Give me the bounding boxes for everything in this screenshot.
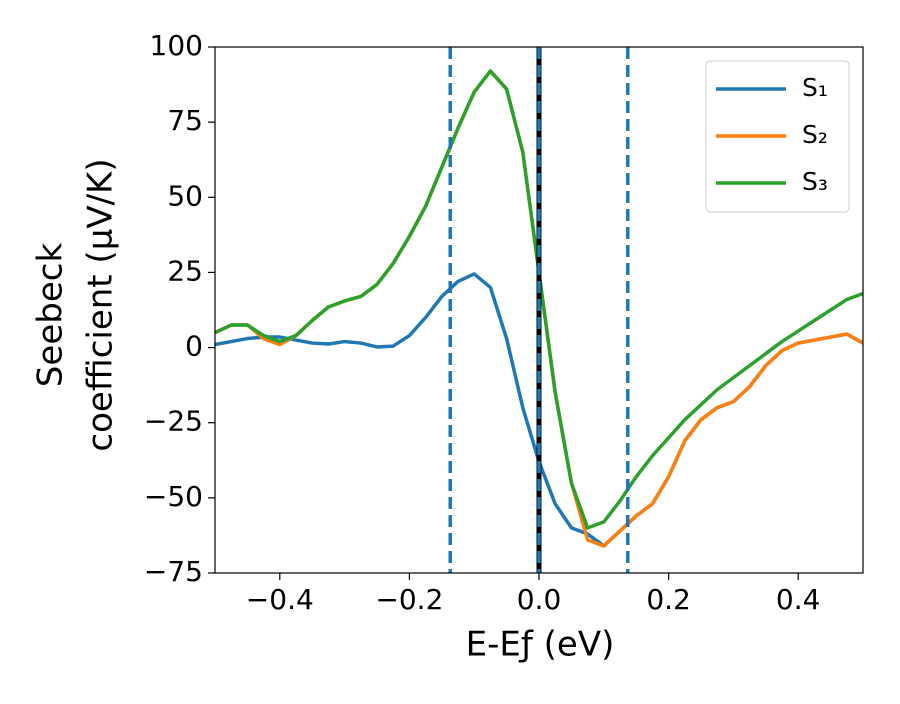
plot-frame [214, 46, 864, 574]
y-axis-label: Seebeck [31, 243, 71, 388]
y-tick-label: 100 [150, 29, 203, 62]
x-tick-label: 0.0 [517, 583, 562, 616]
y-tick-label: −25 [144, 405, 203, 438]
y-tick-label: 25 [167, 254, 203, 287]
y-tick-label: 50 [167, 179, 203, 212]
y-axis-label: coefficient (μV/K) [81, 158, 121, 451]
legend-label: S₂ [802, 120, 828, 149]
x-axis-label: E-Eƒ (eV) [466, 625, 615, 665]
y-tick-label: 75 [167, 104, 203, 137]
x-tick-label: 0.2 [646, 583, 691, 616]
y-tick-label: −50 [144, 480, 203, 513]
legend-label: S₃ [802, 167, 828, 196]
y-tick-label: 0 [185, 330, 203, 363]
x-tick-label: 0.4 [776, 583, 821, 616]
legend-label: S₁ [802, 73, 828, 102]
x-tick-label: −0.2 [375, 583, 443, 616]
x-tick-label: −0.4 [246, 583, 314, 616]
y-tick-label: −75 [144, 555, 203, 588]
